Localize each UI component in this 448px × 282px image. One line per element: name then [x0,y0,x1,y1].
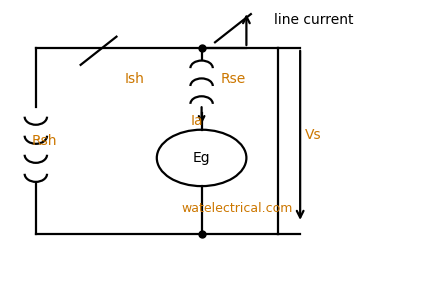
Text: line current: line current [274,13,353,27]
Text: Rse: Rse [220,72,246,86]
Text: watelectrical.com: watelectrical.com [182,202,293,215]
Text: Ish: Ish [125,72,144,86]
Text: Rsh: Rsh [32,134,57,148]
Text: Vs: Vs [305,128,322,142]
Text: Ia: Ia [191,114,203,128]
Text: Eg: Eg [193,151,211,165]
